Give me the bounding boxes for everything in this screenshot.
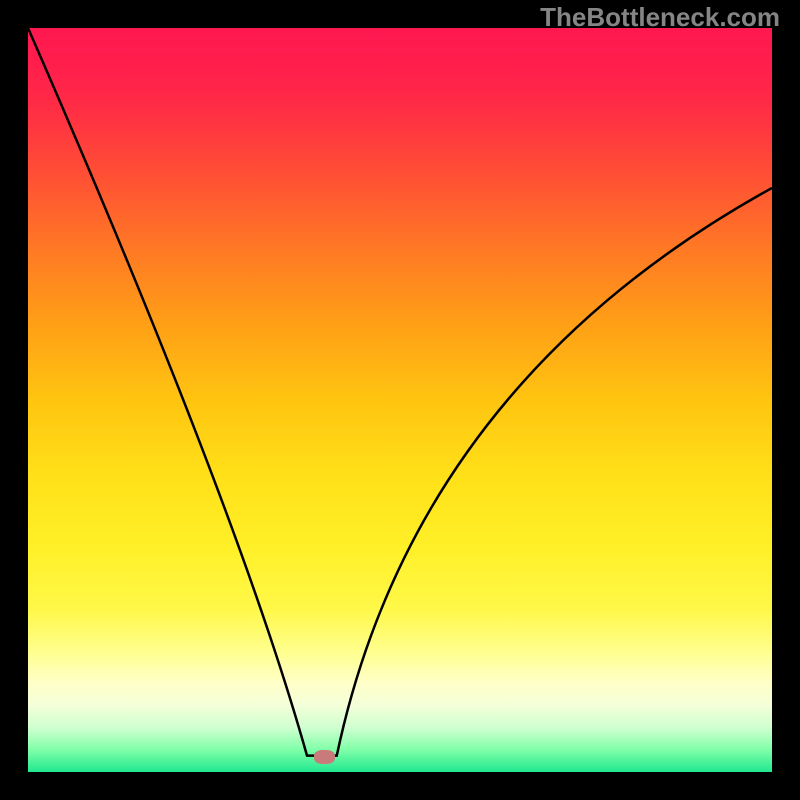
chart-container: TheBottleneck.com [0,0,800,800]
watermark-text: TheBottleneck.com [540,2,780,33]
curve-path [28,28,772,756]
plot-area [28,28,772,772]
optimal-point-marker [314,750,335,764]
bottleneck-curve [28,28,772,772]
